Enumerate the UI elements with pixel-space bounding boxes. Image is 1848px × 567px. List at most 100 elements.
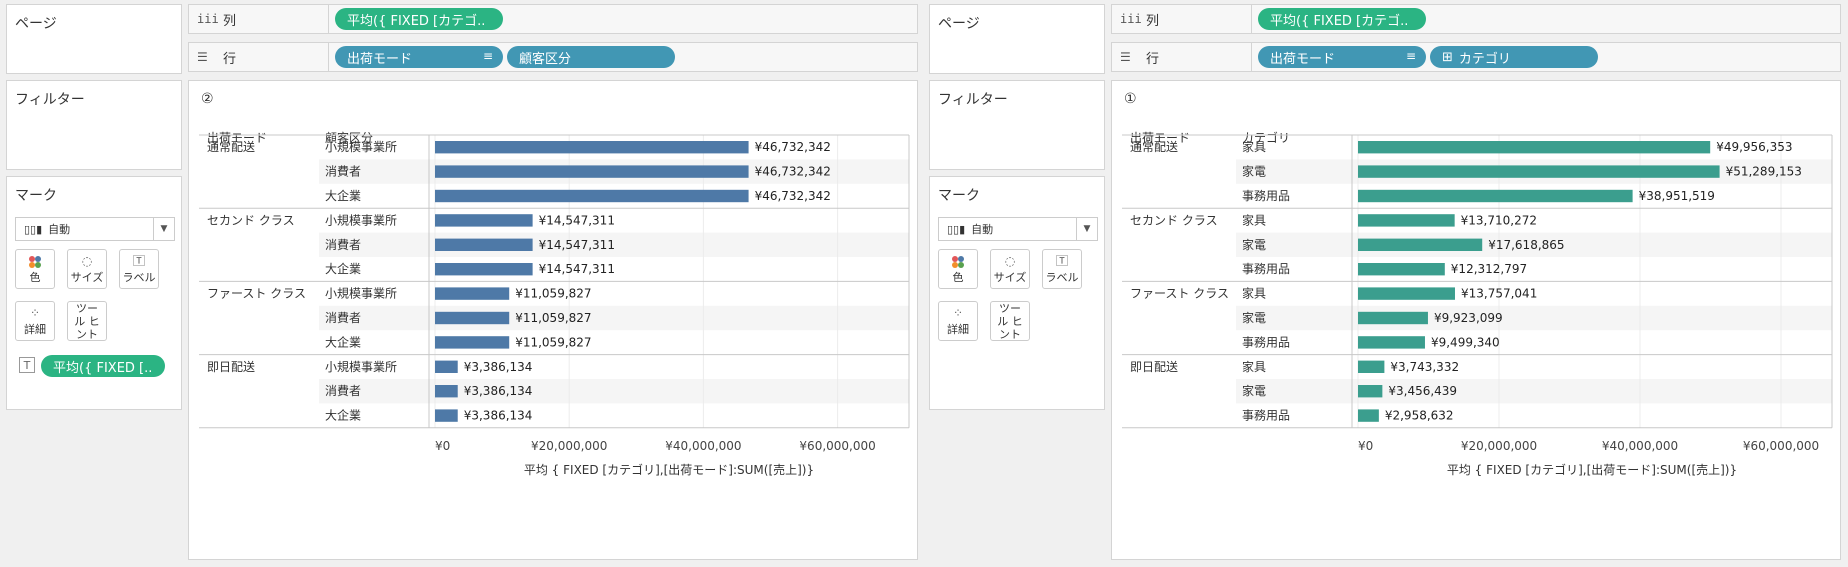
- item-label: 家電: [1242, 164, 1266, 179]
- detail-icon: ⁘: [952, 305, 964, 320]
- size-button-label: サイズ: [70, 270, 104, 284]
- rows-icon: ☰: [1120, 50, 1131, 64]
- group-label: ファースト クラス: [1130, 287, 1229, 301]
- color-button[interactable]: 色: [15, 249, 55, 289]
- data-label: ¥13,710,272: [1461, 213, 1537, 227]
- row-pill-ship-mode[interactable]: 出荷モード ≡: [335, 46, 503, 68]
- detail-button[interactable]: ⁘ 詳細: [938, 301, 978, 341]
- rows-shelf[interactable]: ☰ 行 出荷モード ≡ ⊞ カテゴリ: [1111, 42, 1841, 72]
- bar-chart-icon: ▯▯▮: [24, 222, 43, 236]
- group-label: セカンド クラス: [207, 213, 295, 227]
- mark-type-dropdown[interactable]: ▯▯▮ 自動 ▼: [938, 217, 1098, 241]
- data-label: ¥46,732,342: [755, 140, 831, 154]
- item-label: 小規模事業所: [325, 286, 397, 301]
- item-label: 家具: [1242, 359, 1266, 374]
- size-icon: ◌: [1004, 253, 1016, 268]
- x-axis-label: 平均 { FIXED [カテゴリ],[出荷モード]:SUM([売上])}: [524, 462, 814, 477]
- filters-label: フィルター: [15, 92, 85, 108]
- pages-label: ページ: [938, 16, 980, 32]
- text-label-icon: 🅃: [132, 253, 145, 268]
- color-icon: [951, 255, 965, 271]
- marks-label: マーク: [15, 188, 57, 204]
- x-tick-label: ¥0: [435, 439, 450, 453]
- data-label: ¥11,059,827: [515, 335, 591, 349]
- label-button[interactable]: 🅃 ラベル: [119, 249, 159, 289]
- item-label: 大企業: [325, 188, 361, 203]
- item-label: 家具: [1242, 212, 1266, 227]
- data-label: ¥11,059,827: [515, 287, 591, 301]
- marks-label: マーク: [938, 188, 980, 204]
- data-label: ¥3,386,134: [464, 409, 533, 423]
- x-tick-label: ¥20,000,000: [1461, 439, 1537, 453]
- label-button[interactable]: 🅃 ラベル: [1042, 249, 1082, 289]
- data-label: ¥3,386,134: [464, 360, 533, 374]
- bar: [435, 263, 533, 276]
- data-label: ¥49,956,353: [1716, 140, 1792, 154]
- detail-icon: ⁘: [29, 305, 41, 320]
- chevron-down-icon[interactable]: ▼: [1076, 218, 1097, 240]
- group-label: ファースト クラス: [207, 287, 306, 301]
- item-label: 小規模事業所: [325, 212, 397, 227]
- group-label: 即日配送: [207, 359, 255, 374]
- bar: [435, 165, 749, 178]
- row-band: [319, 305, 909, 331]
- bar: [435, 311, 510, 325]
- rows-shelf[interactable]: ☰ 行 出荷モード ≡ 顧客区分: [188, 42, 918, 72]
- item-label: 事務用品: [1242, 262, 1290, 276]
- tooltip-button[interactable]: ツール ヒント: [67, 301, 107, 341]
- size-button[interactable]: ◌ サイズ: [990, 249, 1030, 289]
- size-button[interactable]: ◌ サイズ: [67, 249, 107, 289]
- filters-card[interactable]: フィルター: [929, 80, 1105, 170]
- color-button[interactable]: 色: [938, 249, 978, 289]
- bar: [1358, 165, 1720, 178]
- text-measure-pill[interactable]: 平均({ FIXED [..: [41, 355, 165, 377]
- columns-shelf[interactable]: iii 列 平均({ FIXED [カテゴ..: [188, 4, 918, 34]
- row-band: [1236, 379, 1832, 404]
- mark-type-dropdown[interactable]: ▯▯▮ 自動 ▼: [15, 217, 175, 241]
- pages-card[interactable]: ページ: [929, 4, 1105, 74]
- columns-measure-pill[interactable]: 平均({ FIXED [カテゴ..: [1258, 8, 1426, 30]
- bar: [1358, 409, 1379, 422]
- data-label: ¥17,618,865: [1488, 238, 1564, 252]
- columns-shelf[interactable]: iii 列 平均({ FIXED [カテゴ..: [1111, 4, 1841, 34]
- row-band: [1236, 305, 1832, 331]
- item-label: 家電: [1242, 310, 1266, 325]
- data-label: ¥14,547,311: [539, 213, 615, 227]
- bar-chart-icon: ▯▯▮: [947, 222, 966, 236]
- bar: [1358, 287, 1455, 300]
- item-label: 消費者: [325, 237, 361, 252]
- row-pill-ship-mode[interactable]: 出荷モード ≡: [1258, 46, 1426, 68]
- tooltip-button[interactable]: ツール ヒント: [990, 301, 1030, 341]
- row-pill-category[interactable]: ⊞ カテゴリ: [1430, 46, 1598, 68]
- bar: [1358, 141, 1711, 154]
- row-pill-segment[interactable]: 顧客区分: [507, 46, 675, 68]
- mark-type-value: 自動: [971, 223, 994, 236]
- item-label: 大企業: [325, 261, 361, 276]
- bar: [1358, 385, 1383, 398]
- bar: [1358, 238, 1483, 251]
- data-label: ¥46,732,342: [755, 189, 831, 203]
- rows-icon: ☰: [197, 50, 208, 64]
- columns-icon: iii: [197, 12, 219, 26]
- chevron-down-icon[interactable]: ▼: [153, 218, 174, 240]
- detail-button[interactable]: ⁘ 詳細: [15, 301, 55, 341]
- data-label: ¥9,499,340: [1431, 335, 1500, 349]
- data-label: ¥9,923,099: [1434, 311, 1503, 325]
- pages-card[interactable]: ページ: [6, 4, 182, 74]
- bar: [1358, 263, 1445, 276]
- item-label: 事務用品: [1242, 335, 1290, 349]
- columns-measure-pill[interactable]: 平均({ FIXED [カテゴ..: [335, 8, 503, 30]
- x-tick-label: ¥60,000,000: [799, 439, 875, 453]
- chart-sheet-right: ① 出荷モード カテゴリ 通常配送 家具 ¥49,956,353 家電 ¥51,289,…: [1111, 80, 1841, 560]
- text-label-icon: 🅃: [1055, 253, 1068, 268]
- filters-card[interactable]: フィルター: [6, 80, 182, 170]
- color-icon: [28, 255, 42, 271]
- label-button-label: ラベル: [1045, 270, 1079, 284]
- bar: [435, 336, 510, 349]
- bar: [435, 141, 749, 154]
- expand-icon[interactable]: ⊞: [1442, 49, 1453, 65]
- sort-icon: ≡: [1405, 49, 1416, 63]
- data-label: ¥14,547,311: [539, 238, 615, 252]
